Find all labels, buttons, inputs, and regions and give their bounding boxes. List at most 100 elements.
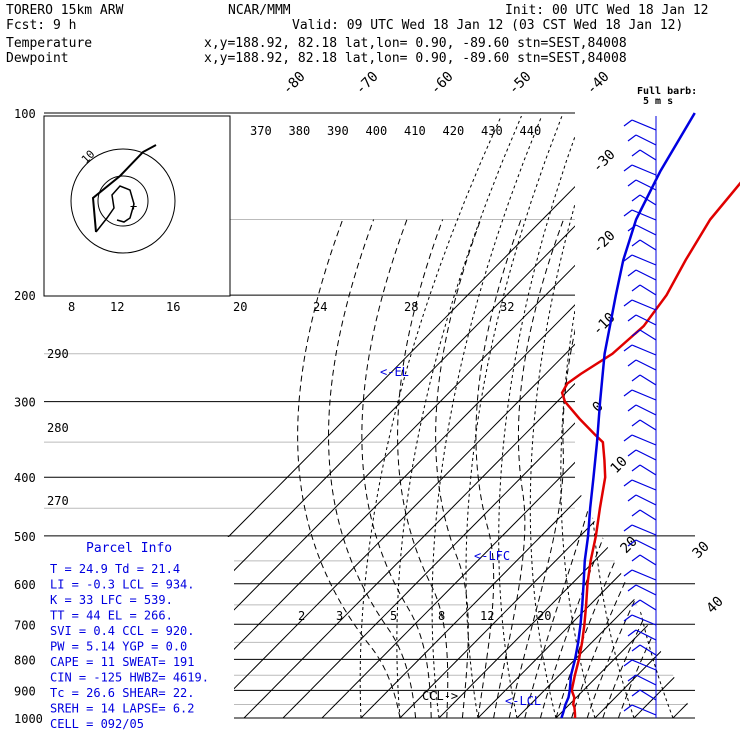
- mixing-ratio-label: 20: [537, 609, 551, 623]
- isotherm-line: [204, 116, 695, 718]
- full-barb-label: Full barb:: [637, 86, 697, 97]
- wind-barb-flag: [627, 449, 637, 457]
- moist-adiabat-line: [475, 219, 522, 718]
- wind-barb-flag: [631, 554, 641, 562]
- temperature-location: x,y=188.92, 82.18 lat,lon= 0.90, -89.60 …: [204, 36, 627, 51]
- wind-barb-flag: [631, 644, 641, 652]
- wind-barb-staff: [639, 464, 657, 476]
- wind-barb-flag: [631, 599, 641, 607]
- parcel-row: T = 24.9 Td = 21.4: [50, 562, 180, 576]
- isotherm-line: [399, 116, 695, 718]
- wind-barb-staff: [631, 434, 657, 446]
- wind-barb-flag: [623, 164, 633, 172]
- wind-barb-flag: [623, 659, 633, 667]
- theta-tick-label: 440: [520, 124, 542, 138]
- mixing-ratio-label: 3: [336, 609, 343, 623]
- profiles: [560, 112, 740, 719]
- dry-adiabat-line: [465, 116, 564, 718]
- temperature-legend: Temperature: [6, 36, 92, 51]
- wind-barb-flag: [623, 569, 633, 577]
- mixing-tick-label: 16: [166, 300, 180, 314]
- wind-barb-staff: [631, 164, 657, 176]
- moist-adiabat-line: [297, 219, 401, 718]
- model-label: TORERO 15km ARW: [6, 3, 124, 18]
- wind-barb-flag: [627, 629, 637, 637]
- mixing-tick-label: 8: [68, 300, 75, 314]
- theta-tick-label: 400: [366, 124, 388, 138]
- parcel-row: TT = 44 EL = 266.: [50, 609, 173, 623]
- pressure-tick-label: 1000: [14, 712, 43, 726]
- wind-barb-flag: [623, 524, 633, 532]
- moist-adiabat-line: [493, 219, 564, 718]
- wind-barb-flag: [623, 479, 633, 487]
- pressure-tick-label: 100: [14, 107, 36, 121]
- wind-barb-flag: [631, 419, 641, 427]
- thetae-tick-label: 280: [47, 421, 69, 435]
- wind-barb-staff: [639, 194, 657, 206]
- wind-barb-staff: [639, 374, 657, 386]
- wind-barb-flag: [627, 674, 637, 682]
- mixing-tick-label: 28: [404, 300, 418, 314]
- theta-tick-label: 430: [481, 124, 503, 138]
- wind-barb-staff: [631, 569, 657, 581]
- wind-barb-staff: [631, 479, 657, 491]
- wind-barb-flag: [627, 584, 637, 592]
- wind-barb-flag: [623, 614, 633, 622]
- theta-tick-label: 380: [289, 124, 311, 138]
- mixing-ratio-label: 5: [390, 609, 397, 623]
- wind-barb-staff: [639, 509, 657, 521]
- thetae-tick-label: 270: [47, 494, 69, 508]
- mixing-ratio-label: 12: [480, 609, 494, 623]
- valid-label: Valid: 09 UTC Wed 18 Jan 12 (03 CST Wed …: [292, 18, 683, 33]
- dry-adiabat-line: [529, 116, 604, 718]
- hodograph-inner-ring: [97, 175, 149, 227]
- wind-barb-flag: [623, 299, 633, 307]
- moist-adiabat-line: [617, 219, 695, 718]
- theta-tick-label: 420: [443, 124, 465, 138]
- wind-barb-flag: [631, 689, 641, 697]
- center-label: NCAR/MMM: [228, 3, 291, 18]
- wind-barb-flag: [627, 404, 637, 412]
- moist-adiabat-line: [435, 219, 482, 718]
- wind-barb-staff: [635, 674, 657, 686]
- wind-barb-flag: [627, 539, 637, 547]
- wind-barb-flag: [631, 329, 641, 337]
- wind-barb-flag: [627, 179, 637, 187]
- wind-barb-flag: [627, 494, 637, 502]
- wind-barb-flag: [623, 434, 633, 442]
- parcel-row: CELL = 092/05: [50, 717, 144, 731]
- pressure-tick-label: 300: [14, 396, 36, 410]
- wind-barb-staff: [631, 704, 657, 716]
- wind-barb-staff: [639, 239, 657, 251]
- lcl-marker: <-LCL: [505, 694, 541, 708]
- dry-adiabat-line: [498, 116, 584, 718]
- wind-barb-staff: [639, 419, 657, 431]
- hodograph-trace-low: [95, 185, 135, 233]
- parcel-title: Parcel Info: [86, 541, 172, 556]
- mixing-tick-label: 20: [233, 300, 247, 314]
- parcel-row: Tc = 26.6 SHEAR= 22.: [50, 686, 195, 700]
- wind-barb-staff: [635, 539, 657, 551]
- wind-barb-flag: [627, 134, 637, 142]
- pressure-tick-label: 800: [14, 653, 36, 667]
- thetae-tick-label: 290: [47, 347, 69, 361]
- wind-barb-staff: [635, 359, 657, 371]
- wind-barb-flag: [631, 284, 641, 292]
- full-barb-units: 5 m s: [643, 96, 673, 107]
- wind-barbs: [623, 116, 657, 718]
- wind-barb-flag: [631, 374, 641, 382]
- dewpoint-legend: Dewpoint: [6, 51, 69, 66]
- wind-barb-staff: [631, 254, 657, 266]
- parcel-rows: T = 24.9 Td = 21.4 LI = -0.3 LCL = 934.K …: [50, 562, 209, 731]
- mixing-tick-label: 24: [313, 300, 327, 314]
- moist-adiabat-line: [361, 219, 432, 718]
- isotherm-line: [360, 116, 695, 718]
- dry-adiabat-line: [431, 116, 544, 718]
- wind-barb-flag: [627, 314, 637, 322]
- wind-barb-staff: [639, 149, 657, 161]
- wind-barb-flag: [631, 509, 641, 517]
- mixing-tick-label: 32: [500, 300, 514, 314]
- wind-barb-flag: [623, 704, 633, 712]
- dewpoint-location: x,y=188.92, 82.18 lat,lon= 0.90, -89.60 …: [204, 51, 627, 66]
- moist-adiabat-line: [397, 219, 449, 718]
